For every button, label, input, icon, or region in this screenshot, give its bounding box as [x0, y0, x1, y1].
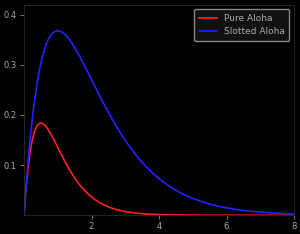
Pure Aloha	[36, 123, 40, 126]
Slotted Aloha	[235, 208, 238, 211]
Slotted Aloha	[154, 174, 157, 177]
Line: Pure Aloha: Pure Aloha	[24, 123, 294, 215]
Slotted Aloha	[36, 78, 40, 80]
Pure Aloha	[284, 214, 288, 217]
Pure Aloha	[235, 214, 238, 217]
Slotted Aloha	[22, 214, 26, 217]
Slotted Aloha	[284, 212, 288, 215]
Legend: Pure Aloha, Slotted Aloha: Pure Aloha, Slotted Aloha	[194, 9, 290, 41]
Slotted Aloha	[146, 167, 150, 170]
Pure Aloha	[292, 214, 296, 217]
Pure Aloha	[39, 122, 43, 124]
Pure Aloha	[154, 213, 157, 216]
Line: Slotted Aloha: Slotted Aloha	[24, 31, 294, 215]
Pure Aloha	[22, 214, 26, 217]
Slotted Aloha	[292, 212, 296, 215]
Slotted Aloha	[284, 212, 288, 215]
Pure Aloha	[284, 214, 288, 217]
Slotted Aloha	[56, 29, 60, 32]
Pure Aloha	[146, 213, 150, 216]
